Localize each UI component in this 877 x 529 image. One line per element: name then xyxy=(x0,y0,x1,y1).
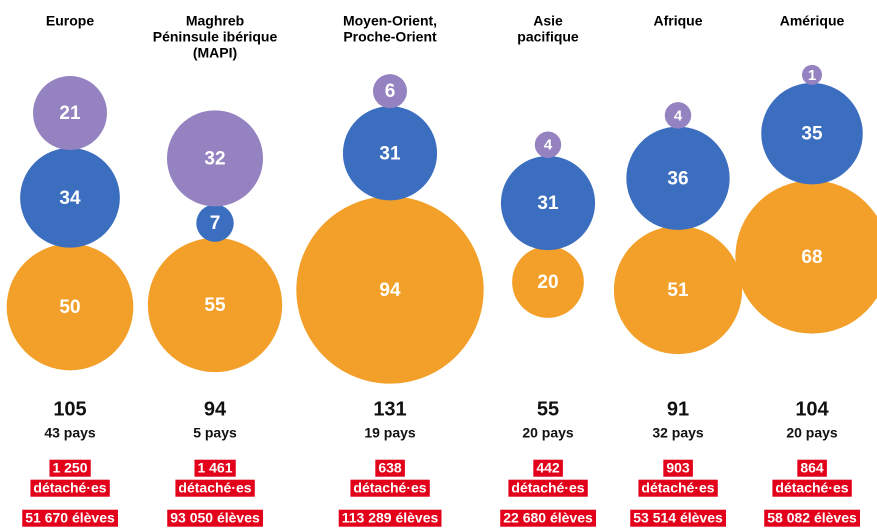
countries: 5 pays xyxy=(193,425,237,441)
total: 105 xyxy=(53,398,86,420)
bubble xyxy=(372,74,408,109)
detached-count: 1 461 xyxy=(197,460,232,476)
bubble-label: 50 xyxy=(59,297,80,318)
region-name: pacifique xyxy=(517,29,579,45)
bubble xyxy=(296,196,484,384)
region-name: Amérique xyxy=(780,13,845,29)
detached-label: détaché·es xyxy=(178,480,251,496)
bubble-label: 34 xyxy=(59,188,81,209)
countries: 20 pays xyxy=(522,425,574,441)
students: 53 514 élèves xyxy=(633,510,723,526)
bubble-label: 7 xyxy=(210,213,221,234)
total: 94 xyxy=(204,398,227,420)
bubble-label: 32 xyxy=(204,148,225,169)
bubble xyxy=(613,225,743,355)
label-background xyxy=(175,479,255,497)
countries: 32 pays xyxy=(652,425,704,441)
detached-label: détaché·es xyxy=(353,480,426,496)
detached-count: 638 xyxy=(378,460,402,476)
label-background xyxy=(194,459,236,477)
region-name: Asie xyxy=(533,13,563,29)
label-background xyxy=(663,459,693,477)
bubble-label: 1 xyxy=(808,67,816,84)
bubble-label: 4 xyxy=(674,107,683,124)
region-name: (MAPI) xyxy=(193,45,237,61)
detached-count: 903 xyxy=(666,460,690,476)
bubble xyxy=(20,147,120,248)
bubble-label: 31 xyxy=(537,193,559,214)
total: 55 xyxy=(537,398,559,420)
total: 131 xyxy=(373,398,406,420)
label-background xyxy=(638,479,718,497)
bubble-label: 55 xyxy=(204,295,226,316)
label-background xyxy=(533,459,563,477)
region-name: Maghreb xyxy=(186,13,244,29)
bubble xyxy=(626,126,730,230)
bubble xyxy=(147,237,283,373)
students: 93 050 élèves xyxy=(170,510,260,526)
bubble xyxy=(6,243,134,371)
bubble xyxy=(33,76,107,150)
detached-count: 864 xyxy=(800,460,824,476)
bubble-label: 36 xyxy=(667,168,688,189)
bubble-label: 21 xyxy=(59,103,81,124)
label-background xyxy=(350,479,430,497)
countries: 43 pays xyxy=(44,425,96,441)
students: 58 082 élèves xyxy=(767,510,857,526)
label-background xyxy=(764,509,860,527)
detached-label: détaché·es xyxy=(775,480,848,496)
region-name: Afrique xyxy=(654,13,703,29)
bubble xyxy=(735,180,877,334)
students: 22 680 élèves xyxy=(503,510,593,526)
total: 91 xyxy=(667,398,689,420)
bubble-label: 94 xyxy=(379,280,401,301)
bubble xyxy=(512,246,584,318)
region-name: Péninsule ibérique xyxy=(153,29,278,45)
region-name: Europe xyxy=(46,13,94,29)
label-background xyxy=(500,509,596,527)
bubble xyxy=(166,110,264,207)
detached-label: détaché·es xyxy=(641,480,714,496)
bubble-label: 4 xyxy=(544,137,553,154)
bubble-label: 31 xyxy=(379,143,401,164)
label-background xyxy=(508,479,588,497)
countries: 20 pays xyxy=(786,425,838,441)
detached-count: 442 xyxy=(536,460,560,476)
detached-label: détaché·es xyxy=(511,480,584,496)
bubble-label: 35 xyxy=(801,124,823,145)
region-name: Moyen-Orient, xyxy=(343,13,437,29)
bubble xyxy=(802,64,822,85)
bubble-label: 20 xyxy=(537,272,558,293)
label-background xyxy=(167,509,263,527)
students: 51 670 élèves xyxy=(25,510,115,526)
total: 104 xyxy=(795,398,829,420)
label-background xyxy=(772,479,852,497)
label-background xyxy=(797,459,827,477)
bubble-label: 51 xyxy=(667,280,689,301)
students: 113 289 élèves xyxy=(342,510,439,526)
bubble xyxy=(664,102,692,129)
countries: 19 pays xyxy=(364,425,416,441)
region-name: Proche-Orient xyxy=(343,29,437,45)
label-background xyxy=(49,459,91,477)
bubble xyxy=(196,204,234,242)
label-background xyxy=(22,509,118,527)
bubble-label: 68 xyxy=(801,247,822,268)
bubble xyxy=(500,155,596,251)
label-background xyxy=(375,459,405,477)
bubble xyxy=(761,82,863,185)
bubble-label: 6 xyxy=(385,81,396,102)
detached-label: détaché·es xyxy=(33,480,106,496)
label-background xyxy=(630,509,726,527)
detached-count: 1 250 xyxy=(52,460,87,476)
label-background xyxy=(338,509,442,527)
bubble xyxy=(342,106,438,201)
bubble xyxy=(534,131,562,158)
label-background xyxy=(30,479,110,497)
